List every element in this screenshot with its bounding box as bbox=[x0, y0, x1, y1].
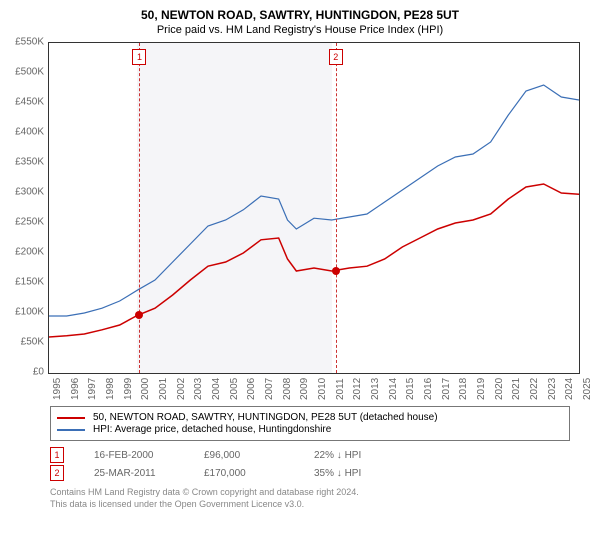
x-tick-label: 2017 bbox=[441, 378, 452, 400]
x-tick-label: 2009 bbox=[299, 378, 310, 400]
y-tick-label: £400K bbox=[15, 127, 44, 138]
x-tick-label: 2008 bbox=[282, 378, 293, 400]
event-price: £170,000 bbox=[204, 468, 284, 479]
x-tick-label: 2006 bbox=[246, 378, 257, 400]
legend-label: HPI: Average price, detached house, Hunt… bbox=[93, 424, 331, 435]
event-diff: 22% ↓ HPI bbox=[314, 450, 394, 461]
x-tick-label: 2012 bbox=[352, 378, 363, 400]
y-tick-label: £50K bbox=[21, 337, 44, 348]
event-badge: 2 bbox=[329, 49, 343, 65]
x-axis: 1995 1996 1997 1998 1999 2000 2001 2002 2003 2004… bbox=[48, 374, 580, 402]
footer-line: Contains HM Land Registry data © Crown c… bbox=[50, 487, 570, 499]
event-diff: 35% ↓ HPI bbox=[314, 468, 394, 479]
event-table: 1 16-FEB-2000 £96,000 22% ↓ HPI 2 25-MAR-2011… bbox=[50, 447, 570, 481]
event-price: £96,000 bbox=[204, 450, 284, 461]
x-tick-label: 2021 bbox=[511, 378, 522, 400]
x-tick-label: 2014 bbox=[388, 378, 399, 400]
x-tick-label: 2024 bbox=[564, 378, 575, 400]
y-axis: £0£50K£100K£150K£200K£250K£300K£350K£400… bbox=[6, 42, 48, 372]
legend-swatch bbox=[57, 429, 85, 431]
x-tick-label: 2013 bbox=[370, 378, 381, 400]
legend-label: 50, NEWTON ROAD, SAWTRY, HUNTINGDON, PE2… bbox=[93, 412, 438, 423]
x-tick-label: 1998 bbox=[105, 378, 116, 400]
event-badge: 1 bbox=[132, 49, 146, 65]
x-tick-label: 2016 bbox=[423, 378, 434, 400]
event-badge-small: 2 bbox=[50, 465, 64, 481]
y-tick-label: £200K bbox=[15, 247, 44, 258]
event-row: 1 16-FEB-2000 £96,000 22% ↓ HPI bbox=[50, 447, 570, 463]
event-date: 25-MAR-2011 bbox=[94, 468, 174, 479]
x-tick-label: 2004 bbox=[211, 378, 222, 400]
x-tick-label: 2025 bbox=[582, 378, 593, 400]
x-tick-label: 1995 bbox=[52, 378, 63, 400]
footer-line: This data is licensed under the Open Gov… bbox=[50, 499, 570, 511]
footer-attribution: Contains HM Land Registry data © Crown c… bbox=[50, 487, 570, 510]
legend-swatch bbox=[57, 417, 85, 419]
y-tick-label: £0 bbox=[33, 367, 44, 378]
chart-area: £0£50K£100K£150K£200K£250K£300K£350K£400… bbox=[6, 42, 594, 374]
x-tick-label: 2005 bbox=[229, 378, 240, 400]
event-row: 2 25-MAR-2011 £170,000 35% ↓ HPI bbox=[50, 465, 570, 481]
y-tick-label: £550K bbox=[15, 37, 44, 48]
x-tick-label: 2011 bbox=[335, 378, 346, 400]
x-tick-label: 2020 bbox=[494, 378, 505, 400]
y-tick-label: £250K bbox=[15, 217, 44, 228]
plot-region: 12 bbox=[48, 42, 580, 374]
event-date: 16-FEB-2000 bbox=[94, 450, 174, 461]
x-tick-label: 2007 bbox=[264, 378, 275, 400]
x-tick-label: 2019 bbox=[476, 378, 487, 400]
x-tick-label: 2000 bbox=[140, 378, 151, 400]
x-tick-label: 2001 bbox=[158, 378, 169, 400]
series-property bbox=[49, 184, 579, 337]
y-tick-label: £500K bbox=[15, 67, 44, 78]
x-tick-label: 1999 bbox=[123, 378, 134, 400]
event-vline bbox=[336, 43, 337, 373]
x-tick-label: 2023 bbox=[547, 378, 558, 400]
x-tick-label: 2010 bbox=[317, 378, 328, 400]
legend-item: 50, NEWTON ROAD, SAWTRY, HUNTINGDON, PE2… bbox=[57, 412, 563, 423]
chart-subtitle: Price paid vs. HM Land Registry's House … bbox=[6, 24, 594, 36]
event-vline bbox=[139, 43, 140, 373]
y-tick-label: £300K bbox=[15, 187, 44, 198]
x-tick-label: 2022 bbox=[529, 378, 540, 400]
x-tick-label: 1997 bbox=[87, 378, 98, 400]
x-tick-label: 1996 bbox=[70, 378, 81, 400]
y-tick-label: £100K bbox=[15, 307, 44, 318]
y-tick-label: £350K bbox=[15, 157, 44, 168]
event-dot bbox=[135, 311, 143, 319]
x-tick-label: 2002 bbox=[176, 378, 187, 400]
legend-item: HPI: Average price, detached house, Hunt… bbox=[57, 424, 563, 435]
series-hpi bbox=[49, 85, 579, 316]
y-tick-label: £450K bbox=[15, 97, 44, 108]
chart-title: 50, NEWTON ROAD, SAWTRY, HUNTINGDON, PE2… bbox=[6, 8, 594, 22]
x-tick-label: 2018 bbox=[458, 378, 469, 400]
y-tick-label: £150K bbox=[15, 277, 44, 288]
event-badge-small: 1 bbox=[50, 447, 64, 463]
x-tick-label: 2015 bbox=[405, 378, 416, 400]
event-dot bbox=[332, 267, 340, 275]
line-layer bbox=[49, 43, 579, 373]
x-tick-label: 2003 bbox=[193, 378, 204, 400]
legend: 50, NEWTON ROAD, SAWTRY, HUNTINGDON, PE2… bbox=[50, 406, 570, 441]
